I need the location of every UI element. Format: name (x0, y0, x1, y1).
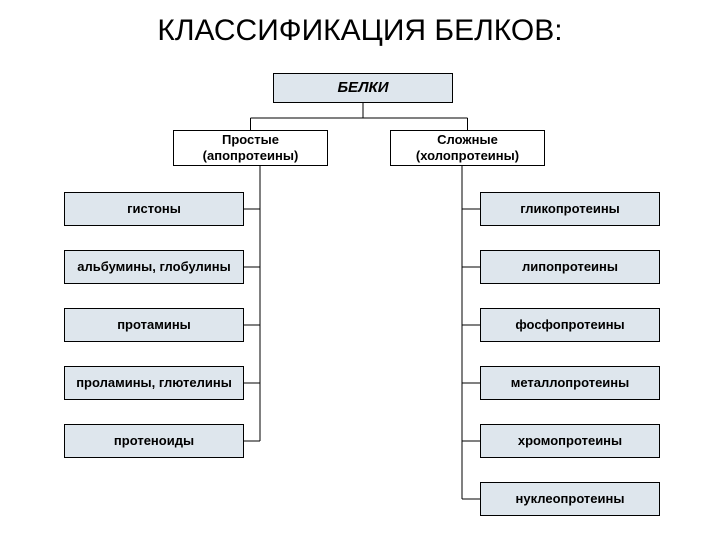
right-leaf-2: фосфопротеины (480, 308, 660, 342)
left-leaf-4: протеноиды (64, 424, 244, 458)
root-node: БЕЛКИ (273, 73, 453, 103)
right-leaf-1: липопротеины (480, 250, 660, 284)
right-leaf-0: гликопротеины (480, 192, 660, 226)
mid-right-node: Сложные (холопротеины) (390, 130, 545, 166)
right-leaf-3: металлопротеины (480, 366, 660, 400)
left-leaf-2: протамины (64, 308, 244, 342)
left-leaf-3: проламины, глютелины (64, 366, 244, 400)
left-leaf-0: гистоны (64, 192, 244, 226)
right-leaf-4: хромопротеины (480, 424, 660, 458)
page-title: КЛАССИФИКАЦИЯ БЕЛКОВ: (0, 0, 720, 54)
mid-left-node: Простые (апопротеины) (173, 130, 328, 166)
right-leaf-5: нуклеопротеины (480, 482, 660, 516)
left-leaf-1: альбумины, глобулины (64, 250, 244, 284)
